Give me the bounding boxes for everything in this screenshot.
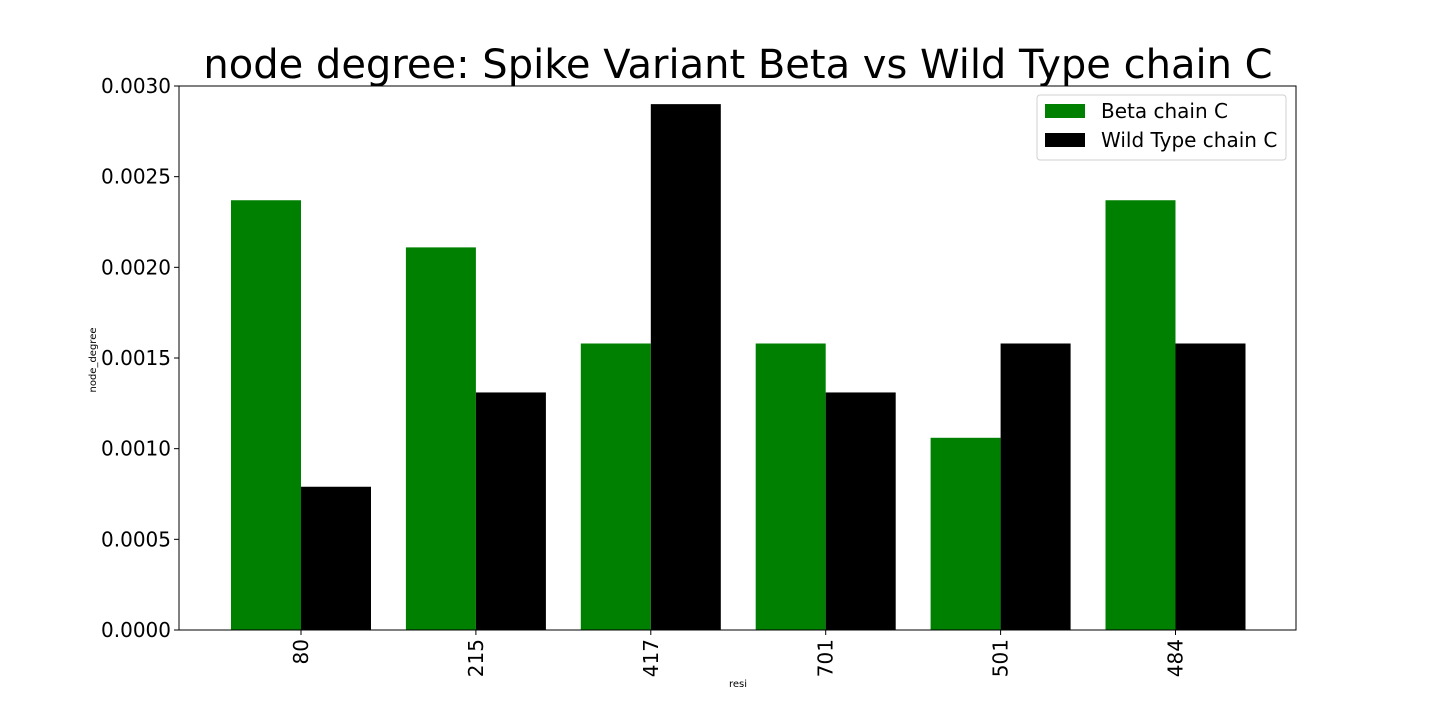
bar-beta-701 — [755, 343, 826, 630]
legend-label: Wild Type chain C — [1101, 128, 1277, 152]
legend-label: Beta chain C — [1101, 99, 1228, 123]
bar-wild-type-501 — [1000, 343, 1071, 630]
bar-beta-215 — [405, 247, 476, 631]
bar-wild-type-701 — [825, 392, 896, 630]
y-tick-label: 0.0010 — [101, 437, 171, 461]
legend-swatch — [1045, 104, 1085, 118]
plot-frame — [178, 85, 1297, 631]
x-tick-label: 484 — [1164, 639, 1188, 677]
bar-beta-501 — [930, 437, 1001, 630]
y-tick-label: 0.0030 — [101, 74, 171, 98]
y-tick-label: 0.0015 — [101, 346, 171, 370]
y-tick-label: 0.0000 — [101, 618, 171, 642]
ticks-layer: 0.0000 0.0005 0.0010 0.0015 0.0020 0.0025 0.00… — [101, 74, 1187, 677]
bars-layer — [231, 104, 1246, 631]
legend-swatch — [1045, 133, 1085, 147]
y-tick-label: 0.0025 — [101, 165, 171, 189]
y-axis-label: node_degree — [88, 328, 99, 393]
x-tick-label: 417 — [639, 639, 663, 677]
y-tick-label: 0.0020 — [101, 255, 171, 279]
x-axis-label: resi — [729, 679, 747, 690]
bar-wild-type-80 — [301, 486, 371, 630]
x-tick-label: 701 — [814, 639, 838, 677]
legend: Beta chain C Wild Type chain C — [1036, 94, 1287, 161]
bar-wild-type-484 — [1175, 343, 1246, 630]
bar-beta-417 — [580, 343, 651, 630]
x-tick-label: 215 — [464, 639, 488, 677]
y-tick-label: 0.0005 — [101, 527, 171, 551]
bar-wild-type-215 — [475, 392, 546, 630]
x-tick-label: 80 — [289, 639, 313, 664]
chart-title: node degree: Spike Variant Beta vs Wild … — [203, 42, 1272, 88]
bar-beta-80 — [231, 200, 301, 631]
legend-box — [1036, 94, 1287, 161]
x-tick-label: 501 — [989, 639, 1013, 677]
bar-wild-type-417 — [650, 104, 721, 631]
bar-beta-484 — [1105, 200, 1176, 631]
